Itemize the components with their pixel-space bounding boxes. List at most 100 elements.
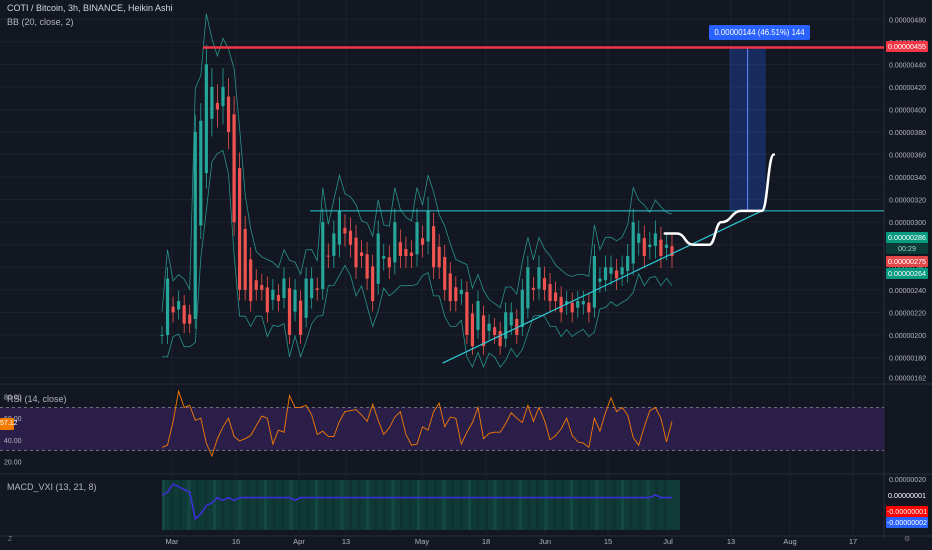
candle-body bbox=[160, 334, 164, 336]
candle-body bbox=[448, 273, 452, 302]
time-tick-label: 16 bbox=[232, 537, 240, 546]
last-close-price-tag: 0.00000275 bbox=[886, 256, 928, 267]
candle-body bbox=[570, 302, 574, 313]
candle-body bbox=[382, 256, 386, 259]
macd-histogram-bar bbox=[230, 480, 233, 530]
candle-body bbox=[592, 256, 596, 308]
macd-histogram-bar bbox=[638, 480, 641, 530]
macd-histogram-bar bbox=[655, 480, 658, 530]
timezone-icon[interactable]: Z bbox=[8, 536, 13, 543]
macd-histogram-bar bbox=[383, 480, 386, 530]
time-tick-label: Jul bbox=[663, 537, 673, 546]
candle-body bbox=[171, 306, 175, 313]
candle-body bbox=[315, 288, 319, 290]
price-tick-label: 0.00000162 bbox=[889, 376, 926, 383]
time-tick-label: Mar bbox=[166, 537, 179, 546]
macd-histogram-bar bbox=[434, 480, 437, 530]
macd-histogram-bar bbox=[425, 480, 429, 530]
macd-histogram-bar bbox=[170, 480, 174, 530]
candle-body bbox=[365, 254, 369, 279]
time-tick-label: May bbox=[415, 537, 429, 546]
macd-histogram-bar bbox=[646, 480, 650, 530]
macd-histogram-bar bbox=[544, 480, 548, 530]
macd-histogram-bar bbox=[663, 480, 667, 530]
macd-histogram-bar bbox=[179, 480, 182, 530]
macd-histogram-bar bbox=[578, 480, 582, 530]
rsi-pane: 80.0060.0040.0020.00 bbox=[0, 389, 884, 466]
candle-body bbox=[548, 283, 552, 302]
macd-histogram-bar bbox=[502, 480, 505, 530]
macd-histogram-bar bbox=[357, 480, 361, 530]
macd-histogram-bar bbox=[629, 480, 633, 530]
price-tick-label: 0.00000380 bbox=[889, 130, 926, 137]
candle-body bbox=[576, 301, 580, 308]
last-low-price-tag: 0.00000264 bbox=[886, 268, 928, 279]
macd-histogram-bar bbox=[162, 480, 165, 530]
candle-body bbox=[271, 289, 275, 300]
candle-body bbox=[188, 314, 192, 324]
price-tick-label: 0.00000400 bbox=[889, 107, 926, 114]
measure-box[interactable]: 0.00000144 (46.51%) 144 bbox=[709, 25, 810, 40]
candle-body bbox=[254, 280, 258, 290]
candle-body bbox=[598, 278, 602, 282]
macd-histogram-bar bbox=[459, 480, 463, 530]
macd-histogram-bar bbox=[400, 480, 403, 530]
last-high-price-tag: 0.00000286 bbox=[886, 232, 928, 243]
time-tick-label: 18 bbox=[482, 537, 490, 546]
bollinger-bands bbox=[161, 13, 673, 369]
time-tick-label: Jun bbox=[539, 537, 551, 546]
candles bbox=[160, 44, 674, 355]
candle-body bbox=[454, 287, 458, 302]
candle-body bbox=[371, 266, 375, 302]
macd-histogram-bar bbox=[289, 480, 293, 530]
candle-body bbox=[326, 255, 330, 257]
candle-body bbox=[553, 292, 558, 302]
rsi-label[interactable]: RSI (14, close) bbox=[7, 394, 67, 404]
candle-body bbox=[626, 256, 630, 271]
macd-label[interactable]: MACD_VXI (13, 21, 8) bbox=[7, 482, 97, 492]
candle-body bbox=[404, 249, 408, 256]
price-tick-label: 0.00000340 bbox=[889, 175, 926, 182]
candle-body bbox=[304, 278, 308, 318]
drawing-overlays[interactable] bbox=[203, 46, 884, 364]
candle-body bbox=[293, 289, 297, 312]
macd-histogram-bar bbox=[332, 480, 335, 530]
candle-body bbox=[332, 233, 336, 256]
candle-body bbox=[481, 315, 486, 347]
macd-histogram-bar bbox=[187, 480, 191, 530]
macd-histogram-bar bbox=[570, 480, 573, 530]
candle-body bbox=[542, 278, 547, 290]
macd-histogram-bar bbox=[247, 480, 250, 530]
candle-body bbox=[354, 237, 358, 268]
candle-body bbox=[648, 244, 652, 248]
macd-histogram-bar bbox=[272, 480, 276, 530]
candle-body bbox=[276, 294, 281, 302]
bb-indicator-label[interactable]: BB (20, close, 2) bbox=[7, 17, 74, 27]
macd-tick-label: 0.00000020 bbox=[889, 477, 926, 484]
candle-body bbox=[238, 168, 242, 290]
settings-icon[interactable]: ⚙ bbox=[904, 536, 911, 543]
candle-body bbox=[659, 239, 663, 256]
macd-histogram-bar bbox=[587, 480, 590, 530]
candle-body bbox=[531, 287, 536, 290]
macd-histogram-bar bbox=[238, 480, 242, 530]
macd-histogram-bar bbox=[485, 480, 488, 530]
candle-body bbox=[537, 267, 541, 289]
price-tick-label: 0.00000240 bbox=[889, 288, 926, 295]
macd-histogram-bar bbox=[281, 480, 284, 530]
candle-body bbox=[432, 226, 436, 268]
macd-histogram-bar bbox=[561, 480, 565, 530]
macd-neg1-tag: -0.00000001 bbox=[886, 506, 928, 517]
rsi-tick-label: 80.00 bbox=[4, 395, 22, 402]
candle-body bbox=[493, 327, 497, 335]
candle-body bbox=[282, 278, 286, 298]
macd-histogram-bar bbox=[451, 480, 454, 530]
candle-body bbox=[609, 267, 613, 274]
macd-histogram-bar bbox=[621, 480, 624, 530]
time-axis[interactable]: Mar 16 Apr 13 May 18 Jun 15 Jul 13 Aug 17 bbox=[166, 537, 858, 546]
candle-body bbox=[243, 229, 247, 290]
rsi-line bbox=[161, 389, 673, 458]
